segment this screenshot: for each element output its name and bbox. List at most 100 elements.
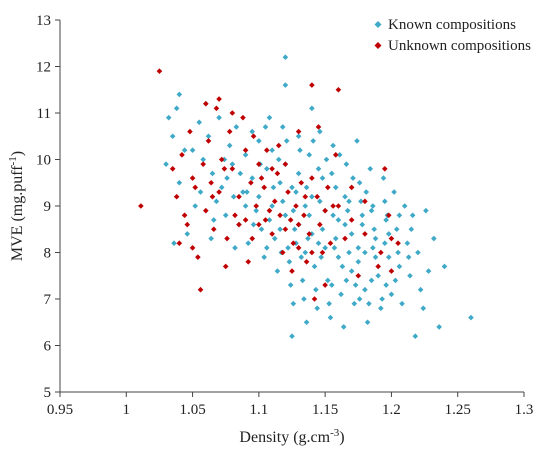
data-point — [269, 203, 275, 209]
data-point — [399, 300, 405, 307]
data-point — [346, 249, 352, 256]
data-point — [256, 161, 262, 167]
data-point — [216, 96, 222, 102]
data-point — [415, 249, 421, 256]
data-point — [388, 268, 395, 274]
data-point — [393, 226, 400, 233]
data-point — [339, 263, 346, 270]
data-point — [338, 291, 344, 298]
data-point — [285, 189, 291, 195]
data-point — [237, 170, 244, 177]
data-point — [382, 240, 388, 246]
data-point — [370, 245, 376, 251]
data-point — [290, 240, 297, 246]
data-point — [195, 254, 201, 260]
data-point — [309, 82, 315, 88]
y-tick-label: 9 — [44, 199, 52, 215]
data-point — [335, 86, 342, 93]
data-point — [314, 193, 320, 200]
data-point — [245, 259, 252, 265]
data-point — [315, 166, 322, 172]
data-point — [314, 305, 320, 312]
data-point — [388, 291, 395, 298]
data-point — [311, 263, 318, 270]
data-point — [298, 179, 305, 186]
data-point — [277, 226, 283, 233]
data-point — [283, 138, 290, 144]
data-point — [236, 221, 242, 228]
data-point — [216, 114, 222, 121]
data-point — [295, 133, 302, 140]
x-axis-title: Density (g.cm-3) — [239, 427, 344, 446]
data-point — [173, 105, 180, 112]
data-point — [240, 114, 246, 121]
data-point — [317, 221, 323, 228]
data-point — [200, 161, 206, 167]
data-point — [362, 198, 368, 205]
data-point — [388, 235, 395, 242]
data-point — [242, 147, 249, 153]
legend-marker-known — [374, 21, 382, 28]
data-point — [156, 68, 163, 74]
data-point — [385, 212, 392, 219]
data-point — [218, 156, 225, 163]
data-point — [303, 259, 310, 265]
data-point — [348, 217, 355, 223]
data-point — [189, 245, 196, 251]
data-point — [391, 189, 397, 195]
data-point — [318, 254, 324, 260]
data-point — [287, 282, 294, 288]
data-point — [324, 184, 331, 191]
data-point — [226, 128, 233, 135]
data-point — [275, 156, 282, 163]
data-point — [359, 212, 366, 219]
data-point — [295, 170, 302, 177]
x-tick-label: 1.1 — [249, 402, 268, 418]
data-point — [299, 277, 306, 284]
data-point — [274, 268, 281, 274]
data-point — [290, 207, 297, 214]
data-point — [222, 212, 229, 219]
data-point — [192, 203, 199, 209]
data-point — [322, 245, 328, 251]
data-point — [362, 249, 368, 256]
data-point — [342, 235, 348, 242]
data-point — [309, 193, 315, 200]
data-point — [412, 333, 419, 339]
data-point — [330, 203, 336, 209]
data-point — [332, 235, 339, 242]
data-point — [184, 231, 191, 237]
data-point — [205, 133, 212, 140]
data-point — [179, 152, 185, 158]
data-point — [224, 175, 230, 181]
data-point — [233, 124, 240, 130]
x-tick-label: 1.25 — [445, 402, 471, 418]
data-point — [315, 240, 322, 246]
data-point — [371, 226, 377, 233]
data-point — [242, 152, 249, 158]
data-point — [249, 175, 256, 181]
data-point — [372, 254, 379, 260]
data-point — [352, 282, 359, 288]
data-point — [277, 212, 283, 219]
x-tick-label: 1.05 — [179, 402, 205, 418]
data-point — [176, 240, 183, 246]
data-point — [322, 207, 328, 214]
data-point — [396, 263, 403, 270]
data-point — [385, 254, 392, 260]
y-tick-label: 11 — [37, 106, 51, 122]
data-point — [378, 305, 384, 312]
data-point — [295, 245, 302, 251]
data-point — [210, 217, 217, 223]
data-point — [269, 231, 275, 237]
data-point — [240, 189, 246, 195]
data-point — [232, 245, 238, 251]
data-point — [370, 203, 376, 209]
data-point — [441, 263, 448, 270]
data-point — [274, 170, 281, 177]
data-point — [340, 324, 347, 330]
data-point — [401, 203, 408, 209]
data-point — [187, 128, 193, 135]
data-point — [332, 152, 339, 158]
data-point — [302, 249, 309, 256]
